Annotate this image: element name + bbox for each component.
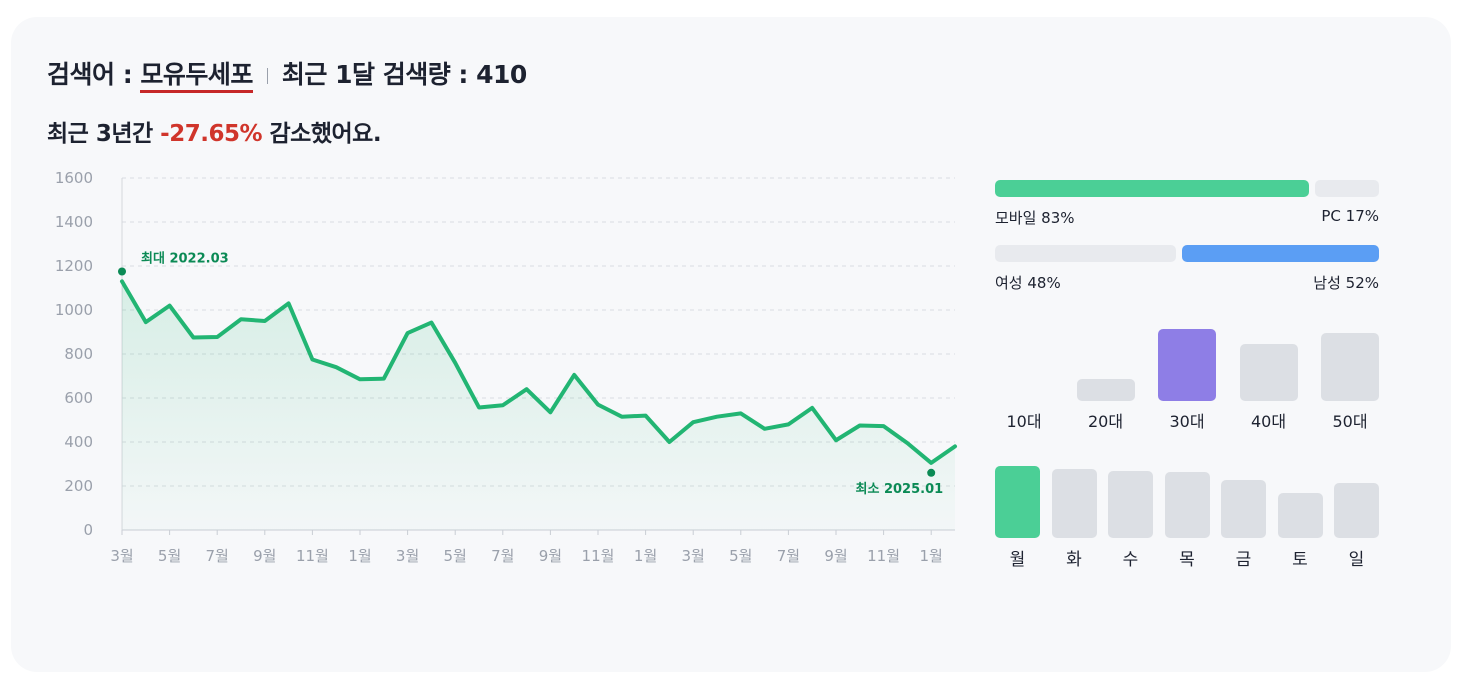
day-bar <box>995 466 1040 538</box>
male-ratio-label: 남성 52% <box>1313 274 1379 292</box>
day-bar <box>1051 469 1097 538</box>
y-tick-label: 600 <box>64 389 93 407</box>
day-bar <box>1277 493 1323 538</box>
pc-ratio-label: PC 17% <box>1321 207 1379 225</box>
x-tick-label: 5월 <box>158 547 181 565</box>
x-tick-label: 5월 <box>729 547 752 565</box>
day-bar-label: 일 <box>1348 550 1365 570</box>
x-tick-label: 3월 <box>110 547 133 565</box>
y-tick-label: 800 <box>64 345 93 363</box>
day-bar <box>1108 471 1153 538</box>
title-divider <box>266 68 268 84</box>
change-percent: -27.65% <box>160 121 263 147</box>
day-bar-label: 금 <box>1235 550 1252 570</box>
age-bar <box>1321 333 1379 401</box>
summary-prefix: 최근 3년간 <box>47 121 161 147</box>
age-bar-label: 20대 <box>1087 412 1124 431</box>
female-ratio-bar <box>995 245 1176 262</box>
min-marker-label: 최소 2025.01 <box>856 482 944 497</box>
x-tick-label: 1월 <box>634 547 657 565</box>
y-tick-label: 200 <box>64 477 93 495</box>
age-bar <box>1239 344 1298 401</box>
x-tick-label: 1월 <box>920 547 943 565</box>
x-tick-label: 3월 <box>396 547 419 565</box>
y-tick-label: 400 <box>64 433 93 451</box>
x-tick-label: 1월 <box>348 547 371 565</box>
x-tick-label: 11월 <box>582 547 615 565</box>
age-bar-label: 10대 <box>1006 412 1042 431</box>
day-bar-label: 수 <box>1122 550 1139 570</box>
area-fill <box>122 281 955 530</box>
mobile-ratio-label: 모바일 83% <box>995 209 1075 227</box>
x-tick-label: 9월 <box>253 547 276 565</box>
day-bar-label: 화 <box>1066 550 1082 570</box>
female-ratio-label: 여성 48% <box>995 274 1061 292</box>
x-tick-label: 11월 <box>296 547 329 565</box>
day-bar <box>1221 480 1266 538</box>
day-bar-label: 토 <box>1292 550 1308 570</box>
mobile-ratio-bar <box>995 180 1309 197</box>
male-ratio-bar <box>1182 245 1379 262</box>
y-tick-label: 1600 <box>55 169 93 187</box>
age-bar <box>1076 379 1135 401</box>
max-marker-label: 최대 2022.03 <box>141 252 229 267</box>
x-tick-label: 9월 <box>824 547 847 565</box>
pc-ratio-bar <box>1315 180 1379 197</box>
age-bar-label: 50대 <box>1332 412 1368 431</box>
min-marker <box>927 468 936 477</box>
trend-summary: 최근 3년간 -27.65% 감소했어요. <box>47 114 382 148</box>
max-marker <box>118 267 126 276</box>
volume-value: 410 <box>476 60 527 89</box>
day-bar-label: 월 <box>1009 550 1026 570</box>
y-tick-label: 1000 <box>55 301 93 319</box>
x-tick-label: 11월 <box>867 547 900 565</box>
x-tick-label: 7월 <box>491 547 514 565</box>
y-tick-label: 1400 <box>55 213 93 231</box>
x-tick-label: 7월 <box>206 547 229 565</box>
day-bar-label: 목 <box>1179 550 1195 570</box>
summary-suffix: 감소했어요. <box>262 121 382 147</box>
x-tick-label: 3월 <box>682 547 705 565</box>
y-tick-label: 0 <box>83 521 93 539</box>
age-bar-label: 40대 <box>1250 412 1287 431</box>
series-line <box>120 279 957 465</box>
day-bar <box>1164 472 1210 538</box>
x-tick-label: 7월 <box>777 547 800 565</box>
age-bar-label: 30대 <box>1169 412 1205 431</box>
day-bar <box>1334 483 1379 538</box>
page-title: 검색어 : 모유두세포 최근 1달 검색량 : 410 <box>47 55 527 93</box>
x-tick-label: 5월 <box>444 547 467 565</box>
keyword-link[interactable]: 모유두세포 <box>140 60 253 93</box>
x-tick-label: 9월 <box>539 547 562 565</box>
volume-label: 최근 1달 검색량 : <box>281 60 477 89</box>
y-tick-label: 1200 <box>55 257 93 275</box>
keyword-label: 검색어 : <box>47 60 141 89</box>
age-bar <box>1158 329 1216 401</box>
